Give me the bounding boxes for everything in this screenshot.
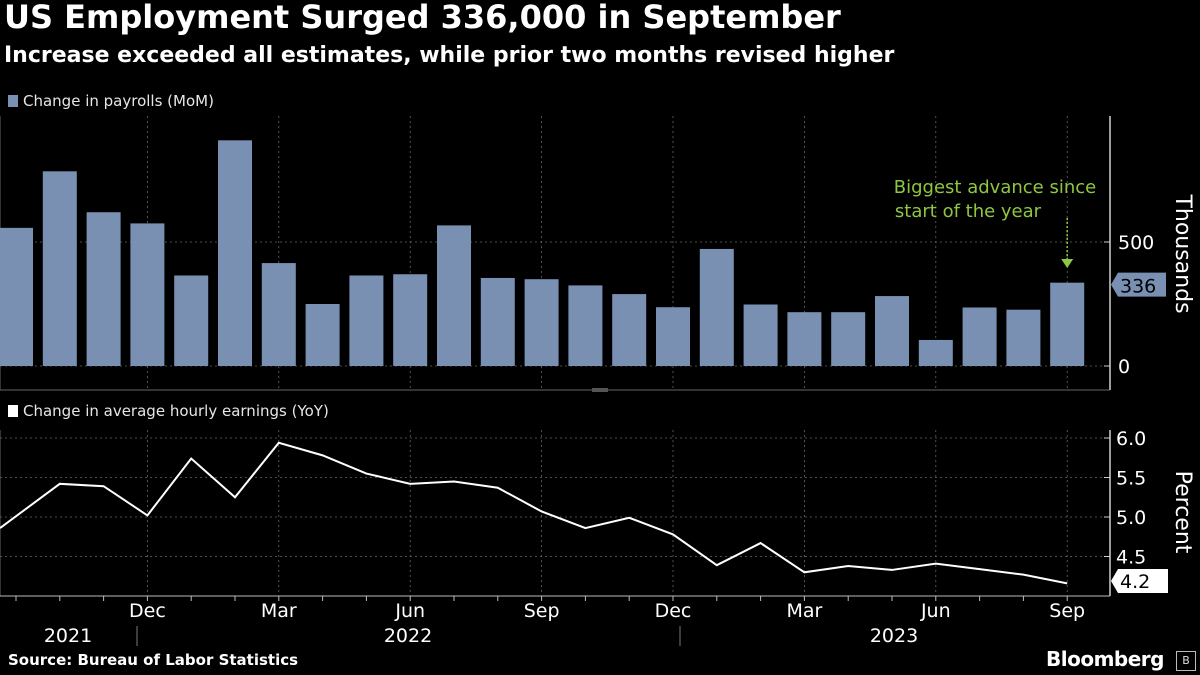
- earnings-legend: Change in average hourly earnings (YoY): [8, 402, 329, 420]
- payroll-bar-2022-09: [524, 279, 559, 366]
- annotation-text-line-1: Biggest advance since: [894, 177, 1096, 198]
- chart-subtitle: Increase exceeded all estimates, while p…: [4, 43, 895, 68]
- panel-divider-handle: [592, 388, 608, 392]
- payroll-bar-2021-09: [0, 227, 33, 366]
- payroll-bar-2022-11: [612, 294, 647, 366]
- line-y-axis-label: Percent: [1170, 471, 1195, 554]
- bloomberg-logo: Bloomberg: [1046, 647, 1164, 671]
- payroll-last-value-tag: [1111, 272, 1166, 297]
- payroll-bar-2021-10: [42, 171, 77, 366]
- payroll-bar-2022-10: [568, 285, 603, 366]
- payroll-bar-2023-01: [699, 248, 734, 366]
- line-y-tick-label: 5.5: [1116, 468, 1146, 490]
- payroll-bar-2022-04: [305, 304, 340, 366]
- payroll-bar-2023-05: [875, 296, 909, 366]
- chart-title: US Employment Surged 336,000 in Septembe…: [4, 0, 841, 36]
- payroll-bar-2022-01: [174, 275, 209, 366]
- earnings-legend-swatch: [8, 405, 18, 417]
- bar-y-tick-label: 0: [1118, 356, 1130, 378]
- payroll-bar-2022-06: [393, 274, 428, 366]
- payroll-bar-2022-05: [349, 275, 384, 366]
- annotation-arrow-head: [1061, 259, 1074, 268]
- earnings-line: [0, 441, 1068, 585]
- x-tick-label: Dec: [655, 600, 692, 622]
- payroll-bar-2023-07: [962, 307, 997, 366]
- payroll-bar-2021-11: [86, 212, 121, 366]
- payroll-bar-2022-02: [218, 140, 252, 366]
- payroll-bar-2023-02: [743, 304, 778, 366]
- x-year-label: 2022: [384, 625, 432, 647]
- line-y-tick-label: 6.0: [1116, 428, 1146, 450]
- x-tick-label: Jun: [920, 600, 951, 622]
- payrolls-legend-label: Change in payrolls (MoM): [23, 92, 214, 110]
- x-year-label: 2023: [870, 625, 918, 647]
- earnings-last-value-label: 4.2: [1120, 571, 1150, 593]
- line-y-tick-label: 5.0: [1116, 507, 1146, 529]
- x-tick-label: Mar: [786, 600, 822, 622]
- bar-y-axis-label: Thousands: [1170, 193, 1195, 313]
- annotation-text-line-2: start of the year: [895, 201, 1042, 222]
- x-tick-label: Dec: [129, 600, 166, 622]
- payroll-bar-2022-08: [480, 277, 515, 366]
- payroll-bar-2022-12: [656, 307, 690, 366]
- payroll-bar-2023-03: [787, 312, 822, 366]
- bar-y-tick-label: 500: [1118, 232, 1154, 254]
- payroll-bar-2022-07: [437, 225, 471, 366]
- payrolls-legend: Change in payrolls (MoM): [8, 92, 214, 110]
- payroll-bar-2021-12: [130, 223, 165, 366]
- x-tick-label: Sep: [524, 600, 560, 622]
- earnings-legend-label: Change in average hourly earnings (YoY): [23, 402, 329, 420]
- bloomberg-app-icon: B: [1176, 651, 1196, 671]
- payroll-bar-2023-09: [1050, 282, 1085, 366]
- payroll-bar-2023-08: [1006, 309, 1041, 366]
- x-tick-label: Sep: [1049, 600, 1085, 622]
- x-year-label: 2021: [44, 625, 92, 647]
- payroll-last-value-label: 336: [1120, 276, 1156, 298]
- x-tick-label: Mar: [261, 600, 297, 622]
- payroll-bar-2023-06: [918, 339, 953, 366]
- payroll-bar-2022-03: [261, 263, 296, 366]
- earnings-last-value-tag: [1111, 569, 1168, 593]
- line-y-tick-label: 4.5: [1116, 547, 1146, 569]
- source-note: Source: Bureau of Labor Statistics: [8, 651, 299, 669]
- x-tick-label: Jun: [394, 600, 425, 622]
- payrolls-legend-swatch: [8, 95, 18, 107]
- payroll-bar-2023-04: [831, 312, 866, 366]
